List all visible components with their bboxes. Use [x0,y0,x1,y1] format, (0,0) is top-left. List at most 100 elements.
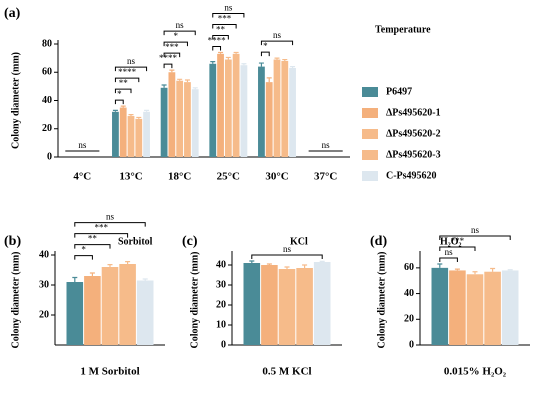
bar [135,118,143,157]
bar [143,111,150,157]
bar [278,269,296,345]
sig-bracket [439,235,511,240]
error-bar [290,66,296,69]
panel-title: H₂O₂ [440,236,462,247]
sig-bracket [212,45,222,51]
bar [232,53,240,158]
error-bar [282,58,288,61]
bar [501,270,519,345]
bar [209,63,217,157]
sig-bracket [163,52,181,58]
bar [160,87,168,157]
error-bar [507,269,513,271]
legend-label: ΔPs495620-1 [386,107,441,118]
sig-bracket [74,233,129,238]
y-tick-label: 30 [39,279,49,290]
legend-label: P6497 [386,86,412,97]
sig-bracket [163,30,196,36]
y-tick-label: 40 [216,259,226,270]
y-tick-label: 20 [404,314,414,325]
bar [136,280,154,345]
sig-label: * [263,41,268,51]
sig-label: *** [94,223,108,233]
y-tick-label: 10 [216,319,226,330]
error-bar [437,263,443,268]
sig-label: ** [216,25,226,35]
y-axis-label: Colony diameter (mm) [189,251,200,348]
sig-bracket [114,66,148,72]
error-bar [192,87,198,90]
y-tick-label: 40 [404,288,414,299]
x-tick-label: 30°C [265,171,288,183]
sig-label: * [81,245,86,255]
y-tick-label: 20 [39,309,49,320]
bar [431,267,449,345]
error-bar [184,79,190,83]
sig-label: ns [322,140,331,150]
x-tick-label: 37°C [314,171,337,183]
y-tick-label: 20 [42,123,52,134]
bar [112,111,119,157]
error-bar [120,105,126,108]
sig-label: ns [273,30,282,40]
sig-bracket [74,222,146,227]
sig-bracket [212,12,245,18]
bar [217,53,224,158]
panel-label: (d) [370,234,387,249]
error-bar [218,51,224,54]
error-bar [72,276,78,282]
bar [224,59,232,157]
sig-label: *** [218,14,232,24]
sig-bracket [74,244,111,249]
y-tick-label: 80 [42,38,52,49]
bar [273,59,281,157]
error-bar [210,61,216,64]
x-tick-label: 4°C [73,171,91,183]
y-tick-label: 0 [47,151,52,162]
error-bar [266,263,272,265]
sig-bracket [212,23,237,29]
error-bar [125,261,131,264]
bar [258,66,265,157]
error-bar [258,62,264,67]
y-axis-label: Colony diameter (mm) [10,52,21,149]
sig-label: * [117,89,122,99]
error-bar [233,51,239,54]
bar [66,282,84,345]
bar [466,274,484,345]
y-tick-label: 60 [404,262,414,273]
sig-label: ns [283,244,292,254]
panel-label: (a) [4,6,21,21]
panel-label: (c) [182,234,198,249]
bar [101,267,119,345]
sig-label: **** [118,67,137,77]
bar [127,116,135,157]
y-tick-label: 40 [42,95,52,106]
sig-label: ns [224,3,233,13]
sig-bracket [114,77,140,83]
bar [176,80,184,157]
sig-label: ns [471,225,480,235]
error-bar [107,264,113,267]
bar [289,68,296,157]
error-bar [490,267,496,272]
y-tick-label: 40 [39,249,49,260]
error-bar [89,272,95,276]
sig-bracket [114,88,132,94]
error-bar [112,109,118,112]
y-tick-label: 30 [216,279,226,290]
bar [84,276,101,345]
sig-bracket [163,41,188,47]
sig-label: **** [208,36,227,46]
sig-label: ns [127,56,136,66]
sig-bracket [439,257,458,262]
bar [243,263,261,345]
y-axis-label: Colony diameter (mm) [10,251,21,348]
x-tick-label: 25°C [217,171,240,183]
y-tick-label: 60 [42,67,52,78]
x-tick-label: 0.5 M KCl [262,366,311,378]
legend-label: C-Ps495620 [386,170,437,181]
panel-title: Temperature [375,24,431,35]
bar [119,264,136,345]
bar [240,65,248,157]
